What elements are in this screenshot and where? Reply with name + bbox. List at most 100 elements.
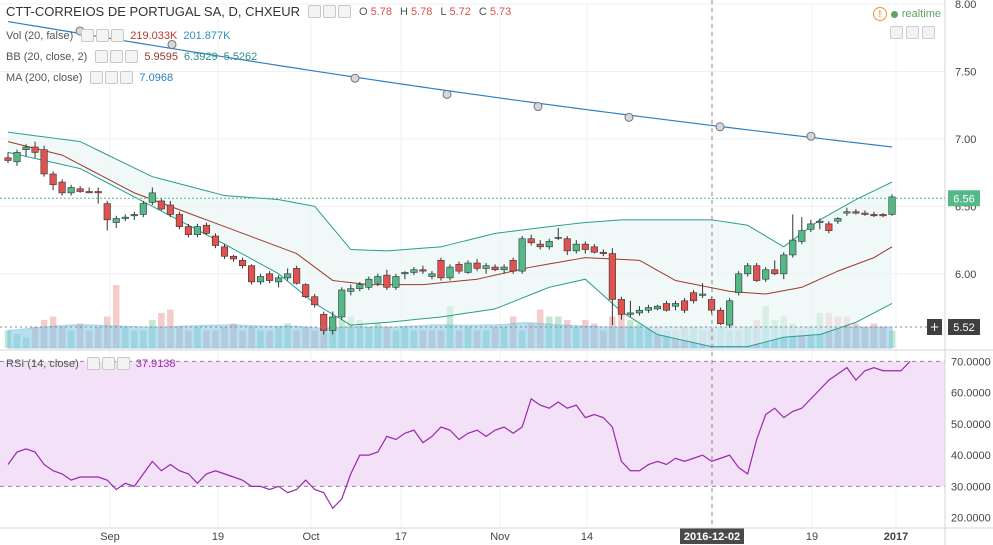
settings-icon[interactable] [110,50,124,63]
candle-body [365,278,373,288]
chevron-down-icon[interactable] [906,26,919,39]
candle-body [717,309,725,325]
rsi-legend-label[interactable]: RSI (14, close) [6,357,79,370]
overlay-layer: 6.56 + 5.52 [0,0,980,528]
settings-icon[interactable] [101,357,115,370]
candle-body [193,226,201,235]
time-tick-label: Nov [490,531,510,543]
rsi-tick-label: 20.0000 [951,513,991,525]
rsi-controls [86,357,130,370]
plus-icon: + [929,320,939,334]
last-price-label: 6.56 [953,193,974,205]
candle-body [590,246,598,253]
ma-legend-label[interactable]: MA (200, close) [6,71,83,84]
candle-body [807,223,815,230]
candle-body [852,211,860,214]
candle-body [599,251,607,254]
candle-body [554,237,562,239]
candle-body [220,246,229,257]
settings-icon[interactable] [105,71,119,84]
candle-body [509,260,517,272]
rsi-tick-label: 40.0000 [951,450,991,462]
candle-body [211,235,220,246]
close-value: 5.73 [489,5,512,18]
candle-body [4,157,12,161]
candle-body [825,223,833,231]
eye-icon[interactable] [95,50,109,63]
candle-body [861,212,869,215]
time-tick-label: 2017 [884,531,908,543]
eye-icon[interactable] [81,29,95,42]
close-icon[interactable] [111,29,125,42]
rsi-tick-label: 60.0000 [951,388,991,400]
candle-body [662,303,671,311]
realtime-label: realtime [901,8,941,20]
candle-body [771,269,779,275]
candle-body [112,218,120,223]
rsi-line [7,360,911,510]
symbol-title[interactable]: CTT-CORREIOS DE PORTUGAL SA, D, CHXEUR [6,4,300,19]
candle-body [266,273,274,281]
candle-body [40,149,48,175]
candle-body [392,276,400,288]
add-badge [927,319,942,335]
close-icon[interactable] [116,357,130,370]
candle-body [347,288,355,292]
candle-body [320,313,328,331]
maximize-icon[interactable] [922,26,935,39]
candle-body [726,300,734,326]
low-label: L [440,5,447,18]
bb-legend-label[interactable]: BB (20, close, 2) [6,50,88,63]
candle-body [744,265,752,275]
bb-fill [8,132,892,347]
ma-value: 7.0968 [139,71,174,84]
more-icon[interactable] [338,5,351,18]
time-tick-label: Oct [302,531,319,543]
candle-body [311,296,319,306]
candle-body [229,255,238,260]
candle-body [121,216,129,219]
eye-icon[interactable] [308,5,321,18]
close-icon[interactable] [125,50,139,63]
candle-body [410,269,418,273]
candle-body [500,266,508,271]
price-tick-label: 7.00 [955,134,976,146]
volume-legend-label[interactable]: Vol (20, false) [6,29,74,42]
bb-upper-line [7,131,893,252]
bb-lower-value: 5.5262 [223,50,258,63]
candle-body [58,181,66,194]
time-tick-label: Sep [100,531,120,543]
realtime-indicator[interactable]: ! realtime [872,7,941,21]
rsi-tick-label: 30.0000 [951,481,991,493]
candle-body [374,276,382,284]
settings-icon[interactable] [96,29,110,42]
candle-body [879,214,887,217]
bb-basis-value: 5.9595 [144,50,178,63]
ma-anchor-marker [442,89,452,99]
chevron-up-icon[interactable] [890,26,903,39]
rsi-legend: RSI (14, close) 37.9138 [6,357,176,370]
candle-body [175,214,183,227]
candle-body [329,316,337,331]
candle-body [581,243,589,250]
candle-body [671,303,680,307]
candle-body [527,238,535,244]
bb-upper-value: 6.3929 [183,50,218,63]
ma-controls [90,71,134,84]
eye-icon[interactable] [90,71,104,84]
candle-body [843,211,851,214]
symbol-legend: CTT-CORREIOS DE PORTUGAL SA, D, CHXEUR O… [6,4,511,19]
settings-icon[interactable] [323,5,336,18]
candle-body [888,196,896,215]
alert-icon[interactable]: ! [872,7,887,21]
candle-body [293,268,301,284]
volume-bar [112,285,120,348]
ma-anchor-marker [624,112,634,122]
candle-body [248,265,256,283]
symbol-controls [308,5,351,18]
eye-icon[interactable] [86,357,100,370]
close-icon[interactable] [120,71,134,84]
candle-body [338,289,346,318]
live-dot-icon [890,10,898,18]
